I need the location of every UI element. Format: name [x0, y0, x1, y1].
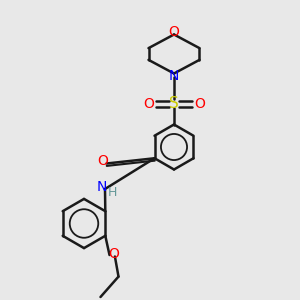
Text: O: O — [143, 97, 154, 110]
Text: O: O — [194, 97, 205, 110]
Text: S: S — [169, 96, 179, 111]
Text: N: N — [169, 69, 179, 83]
Text: N: N — [96, 180, 106, 194]
Text: O: O — [108, 247, 119, 260]
Text: H: H — [108, 185, 117, 199]
Text: O: O — [169, 25, 179, 39]
Text: O: O — [98, 154, 108, 168]
